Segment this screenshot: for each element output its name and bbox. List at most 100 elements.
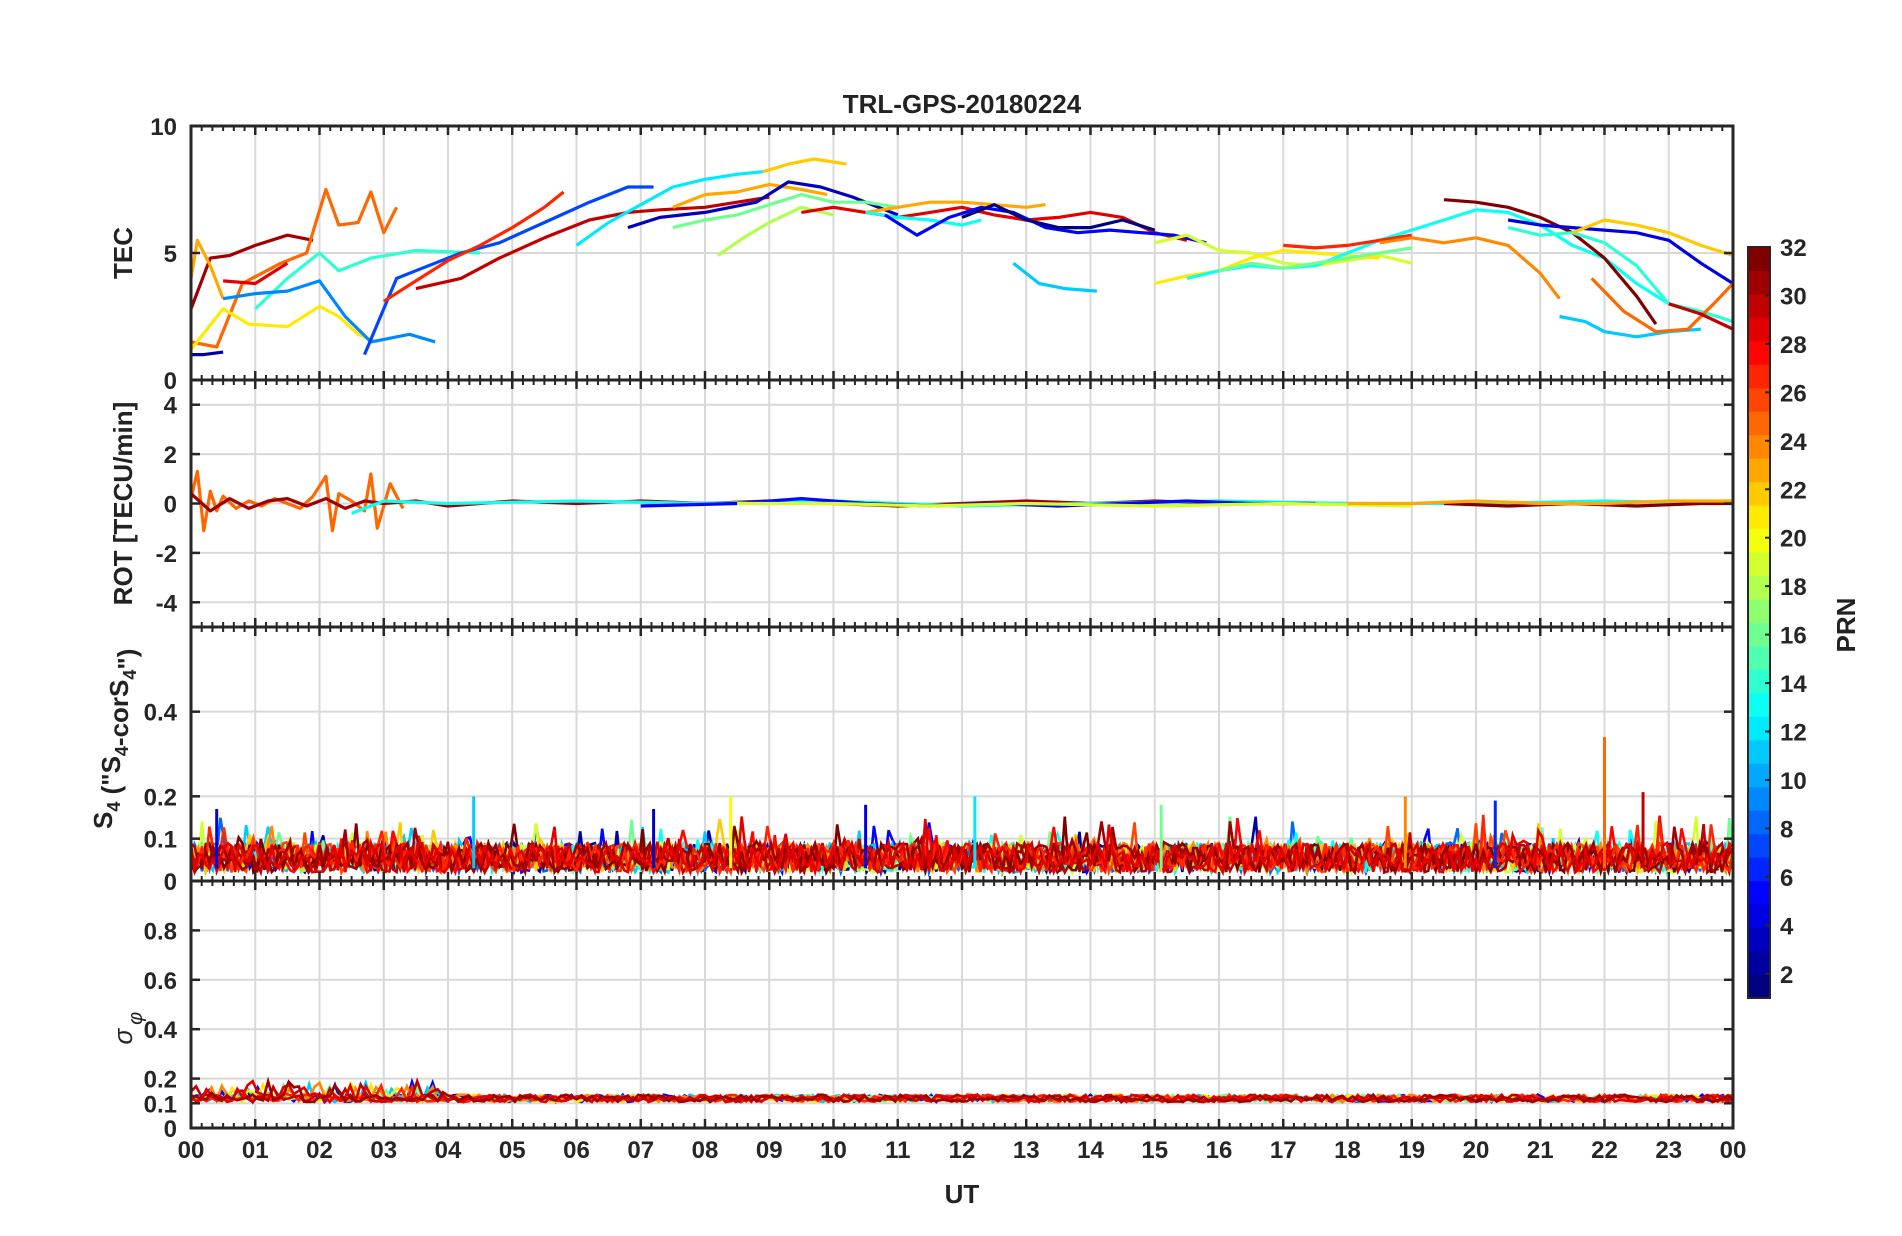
colorbar-swatch	[1748, 247, 1770, 271]
y-tick-label: 0.6	[144, 968, 177, 995]
colorbar-tick-label: 8	[1780, 816, 1793, 843]
series-line-prn-16	[672, 193, 899, 230]
y-tick-label: 10	[150, 114, 177, 141]
series-line-prn-24	[1379, 236, 1561, 300]
y-axis-label: σφσ φ	[108, 1012, 147, 1045]
panel-sigma-phi: 00.10.2 0.4 0.6 0.8 σφσ φ	[108, 879, 1735, 1143]
series-line-prn-5	[884, 205, 1207, 245]
x-tick-label: 18	[1334, 1137, 1361, 1164]
series-line-prn-23	[865, 200, 1046, 214]
x-tick-label: 07	[627, 1137, 654, 1164]
colorbar-swatch	[1748, 434, 1770, 459]
series-group	[191, 469, 1733, 533]
series-line-prn-12	[575, 170, 763, 247]
colorbar-swatch	[1748, 716, 1770, 741]
colorbar-swatch	[1748, 904, 1770, 929]
series-line-prn-31	[191, 233, 314, 310]
y-tick-label: 0.2	[144, 784, 177, 811]
y-tick-label: 0.4	[144, 700, 178, 727]
colorbar-swatch	[1748, 669, 1770, 694]
x-tick-label: 14	[1077, 1137, 1104, 1164]
colorbar-tick-label: 32	[1780, 235, 1807, 262]
colorbar-tick-label: 14	[1780, 671, 1807, 698]
series-line-prn-19	[737, 501, 1412, 508]
y-tick-label: 0.4	[144, 1017, 178, 1044]
y-tick-label: -4	[156, 590, 178, 617]
colorbar-swatch	[1748, 810, 1770, 835]
series-line-prn-29	[191, 816, 1733, 877]
colorbar-tick-label: 4	[1780, 913, 1794, 940]
series-line-prn-25	[1590, 277, 1733, 334]
colorbar-swatch	[1748, 622, 1770, 647]
colorbar-swatch	[1748, 951, 1770, 976]
colorbar-swatch	[1748, 481, 1770, 506]
series-line-prn-21	[191, 304, 378, 351]
colorbar-swatch	[1748, 387, 1770, 412]
colorbar-swatch	[1748, 528, 1770, 553]
series-line-prn-31	[191, 1076, 1733, 1104]
x-tick-labels: 00 01 02 03 04 05 06 07 08 09 10 11 12 13 14 15 16 17 18 19…	[178, 1137, 1747, 1164]
y-tick-label: 0	[164, 1116, 177, 1143]
y-tick-label: 0	[164, 869, 177, 896]
series-group	[191, 737, 1733, 878]
colorbar-tick-label: 12	[1780, 720, 1807, 747]
series-line-prn-4	[1507, 218, 1733, 285]
series-line-prn-1	[961, 203, 1156, 232]
x-tick-label: 02	[306, 1137, 333, 1164]
series-line-prn-25	[191, 187, 399, 349]
colorbar-tick-label: 6	[1780, 865, 1793, 892]
x-tick-label: 11	[885, 1137, 910, 1164]
x-tick-label: 20	[1463, 1137, 1490, 1164]
series-line-prn-2	[191, 350, 224, 357]
series-line-prn-23	[191, 238, 225, 300]
colorbar-tick-label: 10	[1780, 768, 1807, 795]
colorbar-swatch	[1748, 458, 1770, 483]
x-axis-label: UT	[945, 1179, 980, 1209]
series-group	[191, 157, 1733, 357]
colorbar-tick-label: 24	[1780, 429, 1807, 456]
x-tick-label: 00	[1720, 1137, 1747, 1164]
x-tick-label: 23	[1655, 1137, 1682, 1164]
series-line-prn-30	[415, 195, 770, 291]
colorbar-swatch	[1748, 317, 1770, 342]
colorbar-swatch	[1748, 340, 1770, 365]
series-line-prn-29	[222, 261, 289, 286]
panel-s4: 0 0.1 0.2 0.4S4 ("S4-corS4")S4 ("S4-corS4")	[88, 625, 1735, 896]
colorbar-swatch	[1748, 552, 1770, 577]
colorbar-tick-label: 28	[1780, 332, 1807, 359]
y-axis-label: TEC	[108, 227, 138, 279]
x-tick-label: 12	[949, 1137, 976, 1164]
colorbar-tick-label: 2	[1780, 962, 1793, 989]
x-tick-label: 06	[563, 1137, 590, 1164]
series-line-prn-27	[382, 190, 565, 303]
series-line-prn-30	[1668, 302, 1733, 331]
colorbar-swatch	[1748, 833, 1770, 858]
colorbar-swatch	[1748, 411, 1770, 436]
y-tick-label: 0	[164, 492, 177, 519]
colorbar-swatch	[1748, 599, 1770, 623]
x-tick-label: 08	[692, 1137, 719, 1164]
x-tick-label: 15	[1141, 1137, 1168, 1164]
y-tick-label: 0.8	[144, 918, 177, 945]
colorbar-swatch	[1748, 692, 1770, 717]
colorbar-swatch	[1748, 974, 1770, 999]
colorbar-tick-label: 20	[1780, 526, 1807, 553]
series-line-prn-23	[1347, 499, 1733, 506]
y-axis-label: ROT [TECU/min]	[108, 402, 138, 606]
series-line-prn-22	[1571, 218, 1733, 258]
colorbar-label: PRN	[1831, 598, 1861, 653]
panel-tec: 0 5 10 TEC	[108, 114, 1735, 395]
colorbar-swatch	[1748, 739, 1770, 764]
x-tick-label: 00	[178, 1137, 205, 1164]
y-tick-label: 4	[164, 393, 178, 420]
x-tick-label: 10	[820, 1137, 847, 1164]
series-line-prn-27	[1283, 233, 1413, 250]
series-line-prn-25	[191, 469, 405, 533]
colorbar-tick-label: 16	[1780, 623, 1807, 650]
series-line-prn-9	[222, 279, 436, 344]
series-line-prn-16	[1218, 246, 1413, 273]
colorbar-swatch	[1748, 575, 1770, 600]
colorbar-swatch	[1748, 505, 1770, 530]
